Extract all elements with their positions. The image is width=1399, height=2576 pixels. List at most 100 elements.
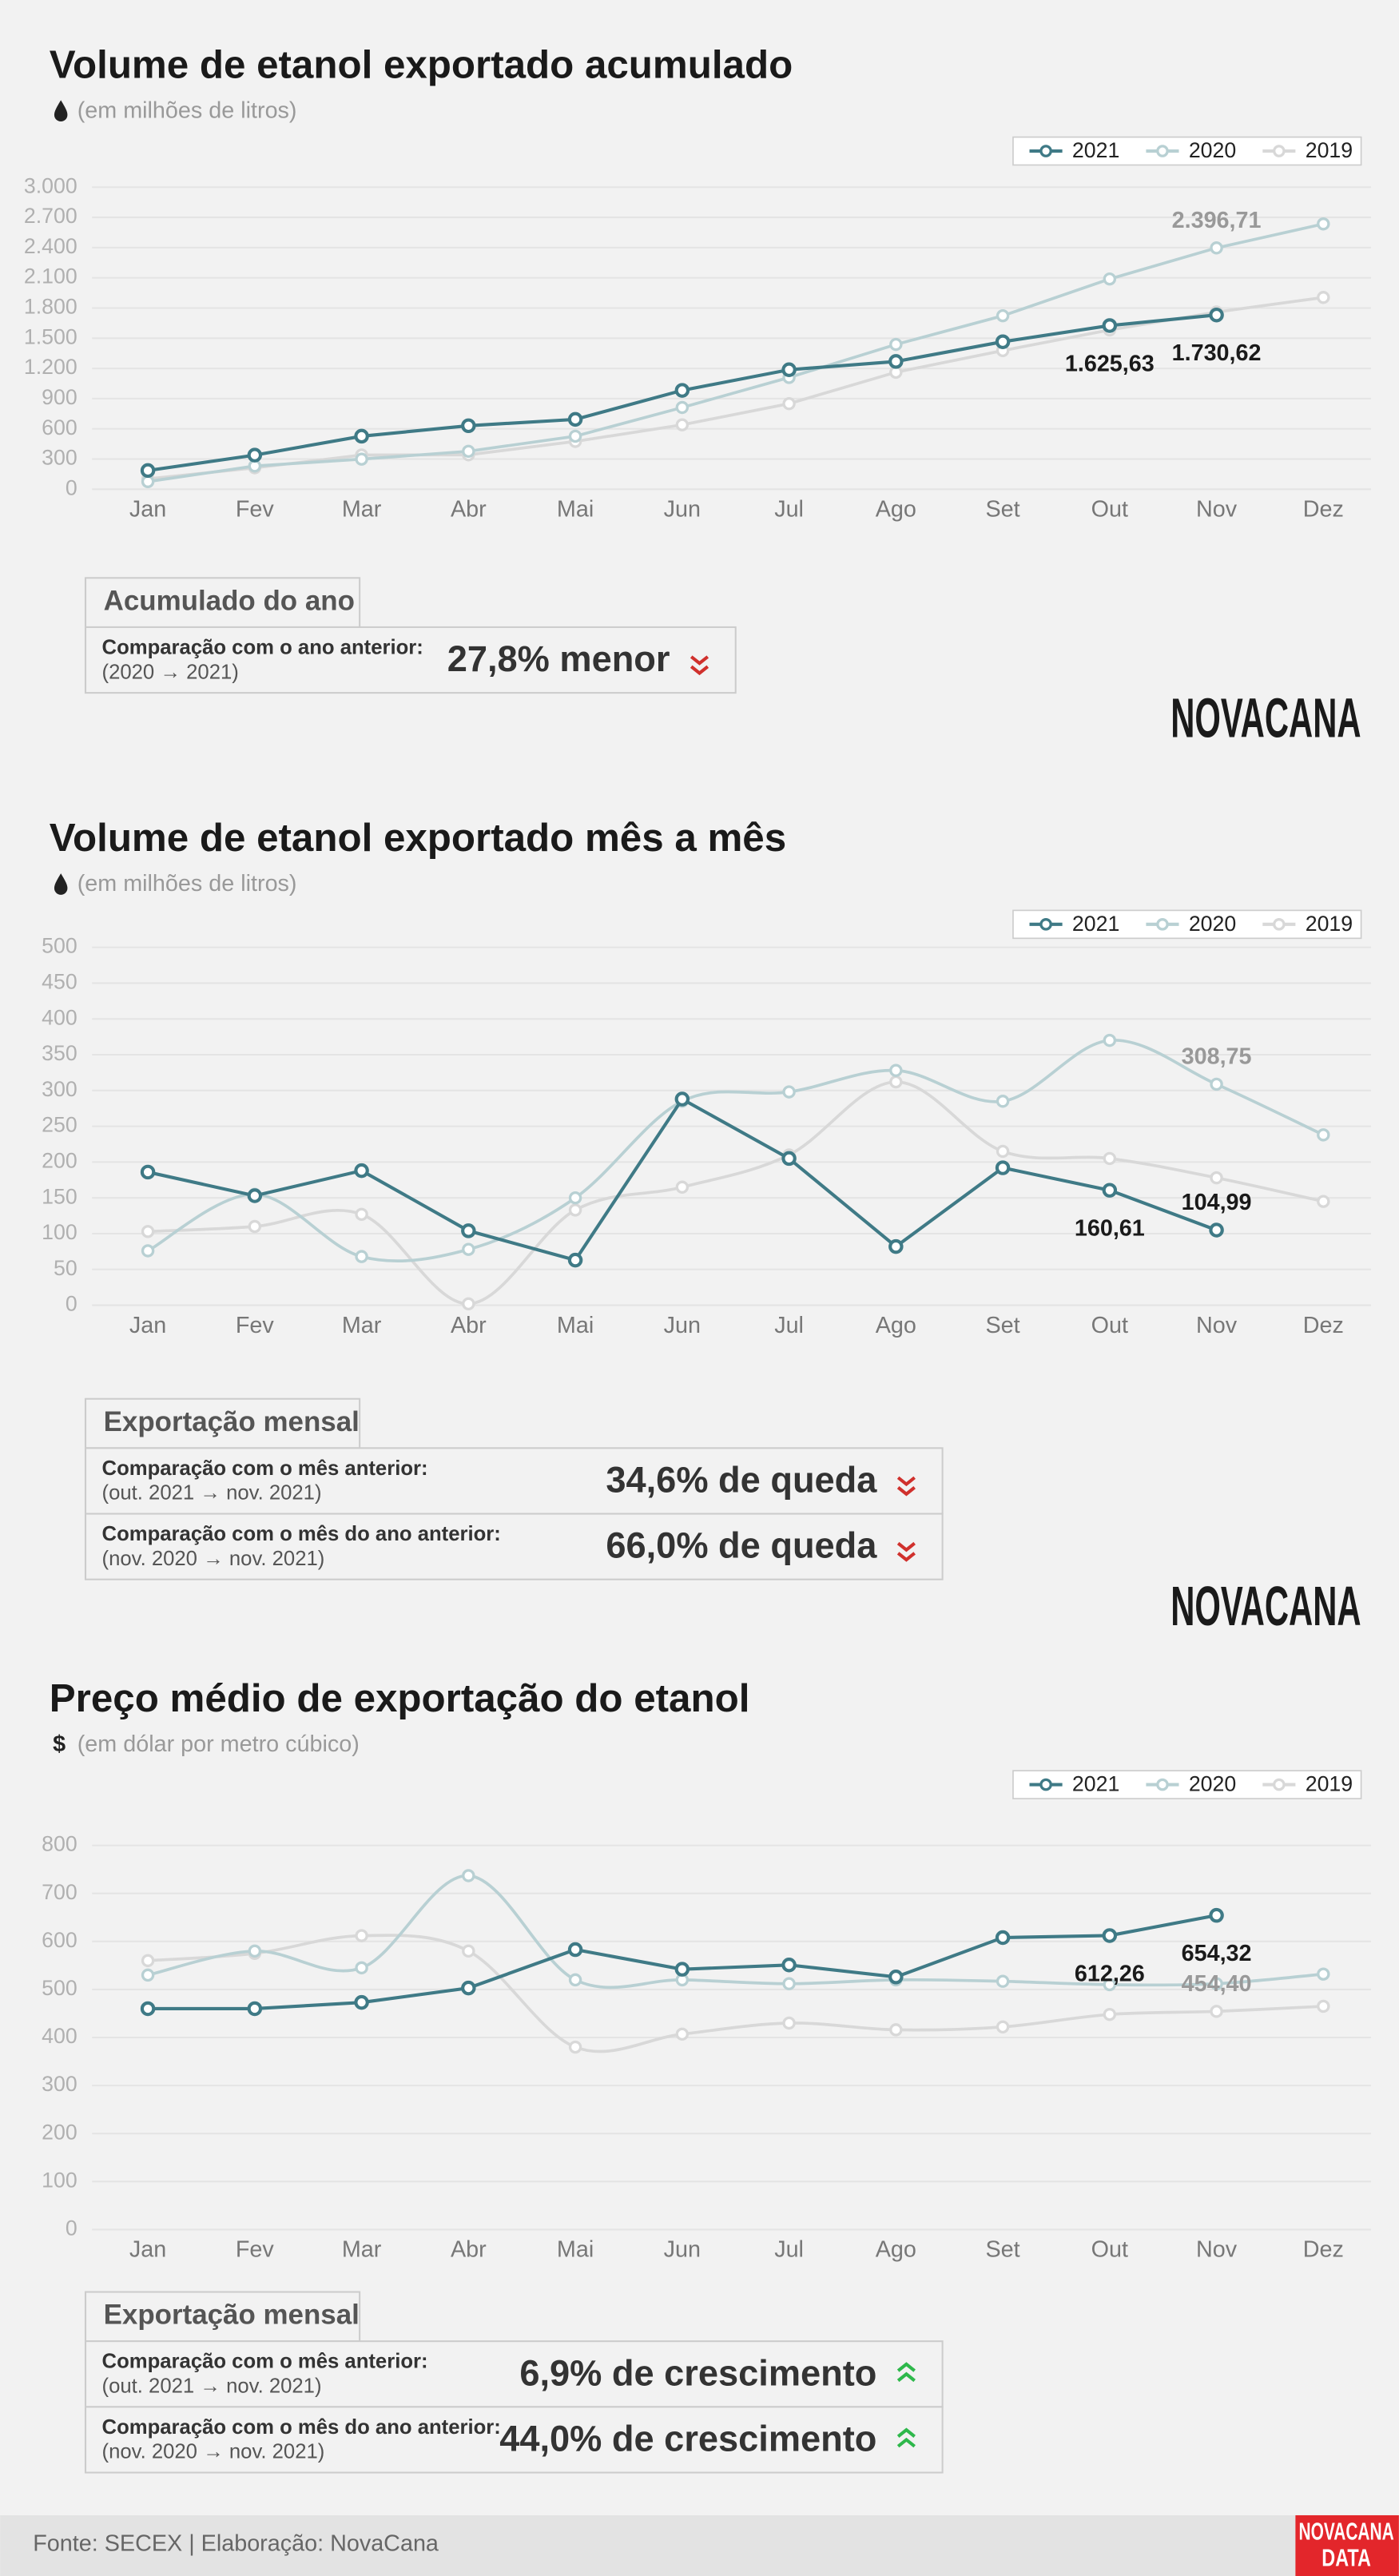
- y-tick-label: 600: [42, 415, 78, 439]
- summary-label: Comparação com o mês do ano anterior:: [102, 2416, 501, 2439]
- data-point: [675, 1180, 690, 1194]
- data-point: [888, 1238, 904, 1254]
- trend-arrow: [896, 2427, 916, 2438]
- drop-icon: [54, 100, 68, 122]
- legend-marker: [1273, 1778, 1286, 1791]
- data-point: [1317, 217, 1330, 231]
- data-point: [461, 1980, 476, 1996]
- summary-result: 44,0% de crescimento: [499, 2418, 876, 2459]
- data-point: [248, 1219, 262, 1234]
- data-point: [996, 308, 1010, 323]
- x-tick-label: Abr: [451, 2237, 487, 2263]
- legend-label: 2020: [1189, 1772, 1236, 1796]
- legend-label: 2021: [1072, 1772, 1119, 1796]
- trend-arrow: [896, 1476, 916, 1487]
- x-tick-label: Ago: [876, 1313, 916, 1338]
- data-point: [996, 1095, 1010, 1108]
- data-point: [1317, 1128, 1330, 1142]
- logo: NOVACANA: [1170, 1575, 1361, 1637]
- data-point: [567, 1252, 583, 1268]
- chart: Volume de etanol exportado mês a mês (em …: [42, 816, 1371, 1637]
- data-point: [996, 2020, 1010, 2034]
- data-point: [1103, 1033, 1117, 1047]
- y-tick-label: 1.800: [24, 295, 78, 319]
- data-point: [141, 1954, 155, 1968]
- summary-result: 6,9% de crescimento: [519, 2352, 876, 2393]
- data-point: [1210, 1977, 1223, 1990]
- y-tick-label: 300: [42, 446, 78, 470]
- summary-period: (out. 2021 → nov. 2021): [102, 2375, 322, 2397]
- data-label: 2.396,71: [1172, 208, 1262, 233]
- x-tick-label: Out: [1091, 497, 1128, 523]
- summary-period: (nov. 2020 → nov. 2021): [102, 2441, 325, 2463]
- data-point: [1209, 1222, 1224, 1238]
- data-point: [675, 418, 690, 431]
- chart-title: Volume de etanol exportado acumulado: [50, 42, 793, 86]
- data-point: [781, 362, 797, 377]
- data-point: [140, 1164, 156, 1180]
- chart-subtitle: (em milhões de litros): [78, 871, 297, 896]
- x-tick-label: Mar: [342, 2237, 382, 2263]
- summary-row: [84, 2340, 944, 2408]
- data-point: [462, 444, 475, 459]
- data-point: [889, 1063, 903, 1077]
- drop-icon: [54, 873, 68, 895]
- data-point: [247, 2001, 263, 2017]
- data-point: [782, 1977, 796, 1990]
- footer-band: [0, 2514, 1399, 2576]
- x-tick-label: Mar: [342, 497, 382, 523]
- data-point: [674, 1091, 690, 1107]
- legend-marker: [1039, 1778, 1052, 1791]
- summary-result: 27,8% menor: [447, 638, 670, 679]
- data-label: 160,61: [1075, 1216, 1145, 1242]
- data-point: [995, 1160, 1011, 1175]
- footer-logo-text: NOVACANA: [1299, 2518, 1394, 2546]
- summary-title: Acumulado do ano: [104, 585, 355, 616]
- data-point: [462, 1242, 475, 1256]
- series-line: [147, 1934, 1324, 2053]
- data-point: [140, 463, 156, 479]
- legend-marker: [1039, 918, 1052, 931]
- x-tick-label: Nov: [1196, 2237, 1238, 2263]
- x-tick-label: Fev: [236, 497, 275, 523]
- y-tick-label: 500: [42, 934, 78, 958]
- data-point: [141, 1244, 155, 1258]
- data-point: [568, 429, 582, 443]
- data-point: [888, 354, 904, 369]
- data-point: [355, 452, 368, 466]
- data-point: [462, 1944, 475, 1958]
- y-tick-label: 150: [42, 1184, 78, 1208]
- legend-label: 2020: [1189, 912, 1236, 936]
- summary-tab: [84, 2291, 361, 2343]
- x-tick-label: Mai: [557, 2237, 594, 2263]
- data-point: [996, 1144, 1010, 1159]
- footer-logo-box: [1295, 2514, 1399, 2576]
- data-point: [1103, 1151, 1117, 1166]
- x-tick-label: Jun: [664, 2237, 701, 2263]
- data-point: [462, 1297, 475, 1311]
- trend-arrow: [896, 2437, 916, 2448]
- x-tick-label: Set: [986, 2237, 1020, 2263]
- unit-symbol: $: [53, 1731, 66, 1757]
- data-point: [354, 1163, 369, 1179]
- series-line: [147, 1039, 1325, 1263]
- data-label: 454,40: [1182, 1971, 1252, 1997]
- legend-box: [1012, 136, 1362, 166]
- y-tick-label: 2.700: [24, 204, 78, 228]
- data-point: [782, 1085, 796, 1099]
- legend-label: 2019: [1306, 912, 1353, 936]
- data-label: 654,32: [1182, 1941, 1252, 1966]
- x-tick-label: Ago: [876, 497, 916, 523]
- y-tick-label: 400: [42, 2024, 78, 2048]
- x-tick-label: Jun: [664, 1313, 701, 1338]
- y-tick-label: 100: [42, 1220, 78, 1244]
- y-tick-label: 2.400: [24, 234, 78, 258]
- summary-label: Comparação com o mês do ano anterior:: [102, 1523, 501, 1545]
- y-tick-label: 350: [42, 1041, 78, 1065]
- y-tick-label: 300: [42, 1077, 78, 1101]
- data-point: [1317, 1195, 1330, 1208]
- data-point: [461, 1223, 476, 1238]
- data-point: [354, 428, 369, 444]
- data-point: [1103, 2007, 1117, 2021]
